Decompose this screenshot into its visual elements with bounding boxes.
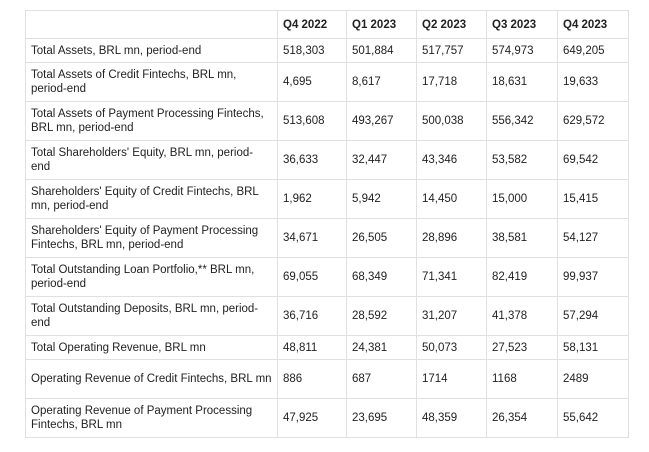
column-header: Q2 2023 [416, 10, 487, 39]
cell-value: 26,354 [486, 398, 558, 438]
cell-value: 574,973 [486, 38, 558, 63]
cell-value: 28,592 [346, 296, 417, 336]
cell-value: 32,447 [346, 140, 417, 180]
table-row: Total Shareholders' Equity, BRL mn, peri… [25, 140, 629, 180]
row-label: Operating Revenue of Credit Fintechs, BR… [25, 359, 278, 399]
cell-value: 48,811 [277, 335, 347, 360]
cell-value: 513,608 [277, 101, 347, 141]
cell-value: 26,505 [346, 218, 417, 258]
table-row: Total Outstanding Loan Portfolio,** BRL … [25, 257, 629, 297]
cell-value: 4,695 [277, 62, 347, 102]
cell-value: 2489 [557, 359, 629, 399]
cell-value: 43,346 [416, 140, 487, 180]
row-label: Total Assets, BRL mn, period-end [25, 38, 278, 63]
cell-value: 556,342 [486, 101, 558, 141]
cell-value: 500,038 [416, 101, 487, 141]
cell-value: 54,127 [557, 218, 629, 258]
row-label: Shareholders' Equity of Credit Fintechs,… [25, 179, 278, 219]
cell-value: 27,523 [486, 335, 558, 360]
row-label: Operating Revenue of Payment Processing … [25, 398, 278, 438]
column-header: Q3 2023 [486, 10, 558, 39]
cell-value: 649,205 [557, 38, 629, 63]
cell-value: 50,073 [416, 335, 487, 360]
cell-value: 1,962 [277, 179, 347, 219]
cell-value: 8,617 [346, 62, 417, 102]
cell-value: 517,757 [416, 38, 487, 63]
table-row: Shareholders' Equity of Payment Processi… [25, 218, 629, 258]
row-label: Shareholders' Equity of Payment Processi… [25, 218, 278, 258]
cell-value: 82,419 [486, 257, 558, 297]
cell-value: 5,942 [346, 179, 417, 219]
cell-value: 19,633 [557, 62, 629, 102]
cell-value: 48,359 [416, 398, 487, 438]
row-label: Total Outstanding Loan Portfolio,** BRL … [25, 257, 278, 297]
table-row: Shareholders' Equity of Credit Fintechs,… [25, 179, 629, 219]
cell-value: 24,381 [346, 335, 417, 360]
cell-value: 629,572 [557, 101, 629, 141]
table-row: Total Assets of Payment Processing Finte… [25, 101, 629, 141]
cell-value: 23,695 [346, 398, 417, 438]
cell-value: 68,349 [346, 257, 417, 297]
cell-value: 14,450 [416, 179, 487, 219]
cell-value: 38,581 [486, 218, 558, 258]
cell-value: 15,415 [557, 179, 629, 219]
cell-value: 1168 [486, 359, 558, 399]
cell-value: 57,294 [557, 296, 629, 336]
table-row: Total Assets of Credit Fintechs, BRL mn,… [25, 62, 629, 102]
cell-value: 69,055 [277, 257, 347, 297]
cell-value: 36,633 [277, 140, 347, 180]
column-header: Q4 2023 [557, 10, 629, 39]
row-label: Total Assets of Credit Fintechs, BRL mn,… [25, 62, 278, 102]
cell-value: 518,303 [277, 38, 347, 63]
cell-value: 886 [277, 359, 347, 399]
cell-value: 36,716 [277, 296, 347, 336]
row-label: Total Assets of Payment Processing Finte… [25, 101, 278, 141]
cell-value: 687 [346, 359, 417, 399]
data-table: Q4 2022 Q1 2023 Q2 2023 Q3 2023 Q4 2023 Tota… [25, 10, 629, 438]
cell-value: 28,896 [416, 218, 487, 258]
row-label: Total Shareholders' Equity, BRL mn, peri… [25, 140, 278, 180]
corner-cell [25, 10, 278, 39]
cell-value: 493,267 [346, 101, 417, 141]
cell-value: 34,671 [277, 218, 347, 258]
table-row: Total Operating Revenue, BRL mn 48,811 24,… [25, 335, 629, 360]
cell-value: 99,937 [557, 257, 629, 297]
table-body: Total Assets, BRL mn, period-end 518,303 5… [25, 38, 629, 438]
cell-value: 58,131 [557, 335, 629, 360]
cell-value: 18,631 [486, 62, 558, 102]
table-row: Operating Revenue of Payment Processing … [25, 398, 629, 438]
table-row: Total Assets, BRL mn, period-end 518,303 5… [25, 38, 629, 63]
table-row: Operating Revenue of Credit Fintechs, BR… [25, 359, 629, 399]
cell-value: 501,884 [346, 38, 417, 63]
table-row: Total Outstanding Deposits, BRL mn, peri… [25, 296, 629, 336]
cell-value: 55,642 [557, 398, 629, 438]
row-label: Total Outstanding Deposits, BRL mn, peri… [25, 296, 278, 336]
column-header: Q4 2022 [277, 10, 347, 39]
cell-value: 17,718 [416, 62, 487, 102]
cell-value: 53,582 [486, 140, 558, 180]
cell-value: 71,341 [416, 257, 487, 297]
cell-value: 47,925 [277, 398, 347, 438]
header-row: Q4 2022 Q1 2023 Q2 2023 Q3 2023 Q4 2023 [25, 10, 629, 39]
cell-value: 69,542 [557, 140, 629, 180]
cell-value: 31,207 [416, 296, 487, 336]
column-header: Q1 2023 [346, 10, 417, 39]
row-label: Total Operating Revenue, BRL mn [25, 335, 278, 360]
cell-value: 1714 [416, 359, 487, 399]
cell-value: 15,000 [486, 179, 558, 219]
cell-value: 41,378 [486, 296, 558, 336]
